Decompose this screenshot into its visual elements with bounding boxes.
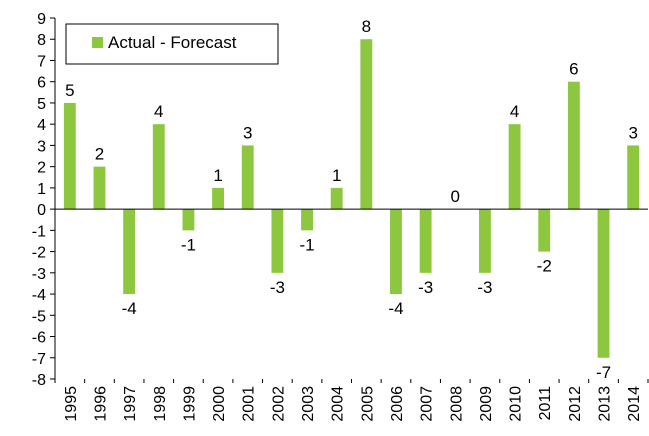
x-tick-label: 2003 — [300, 386, 317, 422]
bar — [212, 187, 225, 210]
x-tick-label: 2007 — [419, 386, 436, 422]
x-tick-label: 2001 — [241, 386, 258, 422]
data-label: -7 — [596, 363, 611, 382]
bar — [390, 209, 402, 295]
y-tick-label: 0 — [37, 202, 46, 219]
data-label: 6 — [569, 60, 578, 79]
data-label: 5 — [65, 81, 74, 100]
data-label: -3 — [477, 278, 492, 297]
y-tick-label: -2 — [32, 245, 46, 262]
legend-swatch — [92, 37, 103, 48]
x-tick-label: 2010 — [508, 386, 525, 422]
x-tick-label: 2006 — [389, 386, 406, 422]
x-tick-label: 2004 — [330, 386, 347, 422]
bar — [478, 209, 491, 273]
bar — [360, 39, 373, 210]
y-tick-label: -8 — [32, 372, 46, 389]
data-label: 2 — [95, 145, 104, 164]
data-label: -2 — [537, 257, 552, 276]
y-tick-label: -1 — [32, 223, 46, 240]
bar — [93, 166, 106, 210]
bar — [152, 124, 165, 210]
y-tick-label: 1 — [37, 181, 46, 198]
x-tick-label: 1997 — [122, 386, 139, 422]
y-tick-label: 7 — [37, 53, 46, 70]
data-label: 8 — [362, 17, 371, 36]
x-tick-label: 1998 — [152, 386, 169, 422]
data-labels: 5 2 -4 4 -1 1 3 -3 -1 1 8 -4 -3 0 -3 4 -2 6 -7 3 — [65, 17, 638, 382]
legend: Actual - Forecast — [65, 23, 279, 65]
bar — [567, 81, 580, 210]
bar — [330, 187, 343, 210]
y-tick-label: 4 — [37, 117, 46, 134]
y-tick-label: 8 — [37, 32, 46, 49]
x-tick-label: 2005 — [359, 386, 376, 422]
data-label: 1 — [332, 166, 341, 185]
data-label: -4 — [122, 299, 137, 318]
y-tick-label: 9 — [37, 11, 46, 28]
x-tick-label: 2002 — [270, 386, 287, 422]
bar — [182, 209, 195, 231]
x-axis: 1995 1996 1997 1998 1999 2000 2001 2002 2003 2004… — [54, 208, 649, 422]
y-tick-label: 3 — [37, 138, 46, 155]
data-label: 1 — [213, 166, 222, 185]
x-tick-label: 2012 — [567, 386, 584, 422]
y-tick-label: 6 — [37, 75, 46, 92]
bar — [63, 102, 76, 210]
data-label: 0 — [451, 187, 460, 206]
y-tick-label: -3 — [32, 266, 46, 283]
x-tick-label: 2009 — [478, 386, 495, 422]
bar — [597, 209, 610, 358]
data-label: 4 — [154, 102, 163, 121]
x-tick-label: 1999 — [181, 386, 198, 422]
data-label: 4 — [510, 102, 519, 121]
legend-label: Actual - Forecast — [108, 33, 237, 52]
x-tick-label: 2014 — [626, 386, 643, 422]
bar — [241, 145, 254, 210]
y-tick-label: -7 — [32, 351, 46, 368]
bar — [301, 209, 313, 231]
x-tick-label: 1996 — [92, 386, 109, 422]
data-label: 3 — [243, 123, 252, 142]
bar — [508, 124, 521, 210]
bar — [538, 209, 551, 252]
x-tick-label: 2008 — [448, 386, 465, 422]
bar — [419, 209, 432, 273]
y-tick-label: 5 — [37, 96, 46, 113]
bar — [627, 145, 640, 210]
bar — [271, 209, 284, 273]
legend-box — [65, 23, 279, 65]
bar — [123, 209, 136, 295]
y-tick-label: -4 — [32, 287, 46, 304]
x-tick-label: 1995 — [63, 386, 80, 422]
y-tick-label: -5 — [32, 308, 46, 325]
y-axis: -8 -7 -6 -5 -4 -3 -2 -1 0 1 2 3 4 5 6 7 8 9 — [32, 11, 56, 389]
x-tick-label: 2000 — [211, 386, 228, 422]
y-tick-label: -6 — [32, 330, 46, 347]
data-label: 3 — [628, 123, 637, 142]
data-label: -1 — [299, 235, 314, 254]
data-label: -3 — [418, 278, 433, 297]
x-tick-label: 2013 — [597, 386, 614, 422]
data-label: -1 — [181, 235, 196, 254]
x-tick-label: 2011 — [537, 386, 554, 421]
bars — [63, 39, 640, 358]
y-tick-label: 2 — [37, 160, 46, 177]
data-label: -4 — [388, 299, 403, 318]
data-label: -3 — [270, 278, 285, 297]
